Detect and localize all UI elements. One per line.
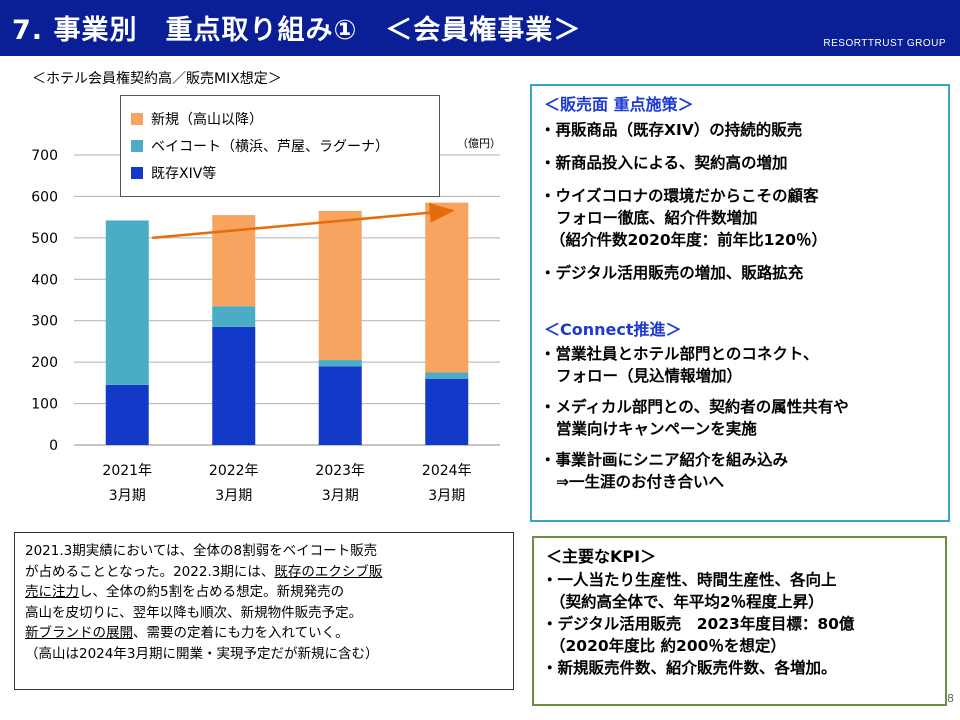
kpi-line: ・一人当たり生産性、時間生産性、各向上 [542, 571, 837, 589]
x-tick-label: 2024年 [422, 463, 472, 479]
description-span: 2021.3期実績においては、全体の8割弱をベイコート販売 [25, 543, 378, 559]
y-tick-label: 100 [31, 397, 58, 413]
x-tick-label: 3月期 [322, 488, 359, 504]
description-line: 売に注力し、全体の約5割を占める想定。新規発売の [25, 582, 382, 603]
y-tick-label: 600 [31, 189, 58, 205]
connect-item-line: 営業向けキャンペーンを実施 [556, 420, 757, 438]
connect-list: ・営業社員とホテル部門とのコネクト、 フォロー（見込情報増加） ・メディカル部門… [540, 343, 849, 493]
y-tick-label: 500 [31, 231, 58, 247]
brand-name: RESORTTRUST GROUP [823, 38, 946, 49]
y-tick-label: 200 [31, 355, 58, 371]
description-span: し、全体の約5割を占める想定。新規発売の [79, 584, 345, 600]
description-underlined: 既存のエクシブ販 [274, 563, 383, 580]
x-tick-label: 3月期 [215, 488, 252, 504]
connect-item: ・事業計画にシニア紹介を組み込み ⇒一生涯のお付き合いへ [540, 449, 849, 493]
bar-segment [212, 306, 256, 327]
bar-segment [105, 220, 149, 385]
legend-item-new: 新規（高山以降） [131, 108, 263, 130]
connect-item: ・メディカル部門との、契約者の属性共有や 営業向けキャンペーンを実施 [540, 396, 849, 440]
description-line: 高山を皮切りに、翌年以降も順次、新規物件販売予定。 [25, 603, 382, 624]
sales-item: ・新商品投入による、契約高の増加 [540, 152, 827, 174]
kpi-line: ・新規販売件数、紹介販売件数、各増加。 [542, 659, 837, 677]
sales-item-line: ・デジタル活用販売の増加、販路拡充 [540, 264, 804, 282]
sales-item-line: ・再販商品（既存XIV）の持続的販売 [540, 121, 803, 139]
description-span: （高山は2024年3月期に開業・実現予定だが新規に含む） [25, 645, 379, 662]
chart-title: ＜ホテル会員権契約高／販売MIX想定＞ [32, 71, 282, 87]
sales-item-line: （紹介件数2020年度：前年比120％） [550, 231, 827, 249]
connect-item-line: ・営業社員とホテル部門とのコネクト、 [540, 345, 819, 363]
sales-measures-box: ＜販売面 重点施策＞ ・再販商品（既存XIV）の持続的販売 ・新商品投入による、… [530, 84, 950, 522]
sales-item: ・デジタル活用販売の増加、販路拡充 [540, 262, 827, 284]
description-span: 、需要の定着にも力を入れていく。 [133, 625, 349, 641]
x-tick-label: 2023年 [315, 463, 365, 479]
x-tick-label: 2022年 [209, 463, 259, 479]
bar-segment [318, 360, 362, 367]
legend-label-existing: 既存XIV等 [151, 166, 217, 182]
x-tick-label: 3月期 [428, 488, 465, 504]
sales-item-line: ・ウイズコロナの環境だからこその顧客 [540, 187, 819, 205]
connect-item-line: フォロー（見込情報増加） [556, 367, 743, 385]
kpi-title: ＜主要なKPI＞ [546, 547, 657, 566]
legend-label-new: 新規（高山以降） [151, 112, 263, 128]
description-box: 2021.3期実績においては、全体の8割弱をベイコート販売 が占めることとなった… [14, 532, 514, 690]
trend-arrow [152, 202, 455, 240]
description-underlined: 新ブランドの展開 [25, 625, 133, 641]
bar-segment [212, 326, 256, 445]
y-tick-label: 700 [31, 148, 58, 164]
bar-segment [318, 366, 362, 445]
kpi-list: ・一人当たり生産性、時間生産性、各向上 （契約高全体で、年平均2％程度上昇） ・… [542, 569, 854, 679]
chart-area: 0 100 200 300 400 500 600 700 2021年 3月期 2022年 3月期 20… [0, 92, 520, 520]
y-tick-label: 400 [31, 272, 58, 288]
connect-item-line: ・メディカル部門との、契約者の属性共有や [540, 398, 849, 416]
connect-item-line: ⇒一生涯のお付き合いへ [556, 473, 724, 491]
bar-segment [425, 378, 469, 445]
chart-legend: 新規（高山以降） ベイコート（横浜、芦屋、ラグーナ） 既存XIV等 [120, 95, 440, 197]
header-bar: 7. 事業別 重点取り組み① ＜会員権事業＞ RESORTTRUST GROUP [0, 0, 960, 56]
x-tick-label: 3月期 [109, 488, 146, 504]
bar-segment [105, 384, 149, 445]
legend-swatch-baycourt [131, 140, 143, 152]
bar-segment [318, 210, 362, 361]
description-line: 2021.3期実績においては、全体の8割弱をベイコート販売 [25, 541, 382, 562]
kpi-box: ＜主要なKPI＞ ・一人当たり生産性、時間生産性、各向上 （契約高全体で、年平均… [532, 536, 947, 706]
legend-item-baycourt: ベイコート（横浜、芦屋、ラグーナ） [131, 135, 389, 157]
legend-swatch-new [131, 113, 143, 125]
page-number: 8 [947, 692, 954, 705]
sales-title: ＜販売面 重点施策＞ [544, 95, 694, 114]
x-tick-label: 2021年 [102, 463, 152, 479]
page-title: 7. 事業別 重点取り組み① ＜会員権事業＞ [12, 15, 582, 46]
bar-segment [425, 372, 469, 379]
description-span: 高山を皮切りに、翌年以降も順次、新規物件販売予定。 [25, 604, 363, 621]
kpi-line: （2020年度比 約200％を想定） [550, 637, 786, 655]
legend-swatch-existing [131, 167, 143, 179]
kpi-line: ・デジタル活用販売 2023年度目標：80億 [542, 615, 855, 633]
sales-item: ・ウイズコロナの環境だからこその顧客 フォロー徹底、紹介件数増加 （紹介件数20… [540, 185, 827, 251]
description-span: が占めることとなった。2022.3期には、 [25, 563, 275, 580]
kpi-line: （契約高全体で、年平均2％程度上昇） [550, 593, 824, 611]
sales-list: ・再販商品（既存XIV）の持続的販売 ・新商品投入による、契約高の増加 ・ウイズ… [540, 119, 827, 284]
legend-item-existing: 既存XIV等 [131, 162, 216, 184]
legend-label-baycourt: ベイコート（横浜、芦屋、ラグーナ） [151, 139, 389, 155]
sales-item: ・再販商品（既存XIV）の持続的販売 [540, 119, 827, 141]
y-tick-label: 300 [31, 314, 58, 330]
description-underlined: 売に注力 [25, 584, 79, 600]
description-line: （高山は2024年3月期に開業・実現予定だが新規に含む） [25, 644, 382, 665]
description-text: 2021.3期実績においては、全体の8割弱をベイコート販売 が占めることとなった… [25, 541, 382, 664]
bar-segment [425, 202, 469, 373]
connect-item-line: ・事業計画にシニア紹介を組み込み [540, 451, 789, 469]
connect-item: ・営業社員とホテル部門とのコネクト、 フォロー（見込情報増加） [540, 343, 849, 387]
y-tick-label: 0 [49, 438, 58, 454]
unit-label: （億円） [457, 137, 501, 150]
description-line: が占めることとなった。2022.3期には、既存のエクシブ販 [25, 562, 382, 583]
sales-item-line: フォロー徹底、紹介件数増加 [556, 209, 758, 227]
sales-item-line: ・新商品投入による、契約高の増加 [540, 154, 788, 172]
connect-title: ＜Connect推進＞ [544, 320, 682, 339]
description-line: 新ブランドの展開、需要の定着にも力を入れていく。 [25, 623, 382, 644]
stacked-bar-chart: 0 100 200 300 400 500 600 700 2021年 3月期 2022年 3月期 20… [31, 148, 500, 504]
